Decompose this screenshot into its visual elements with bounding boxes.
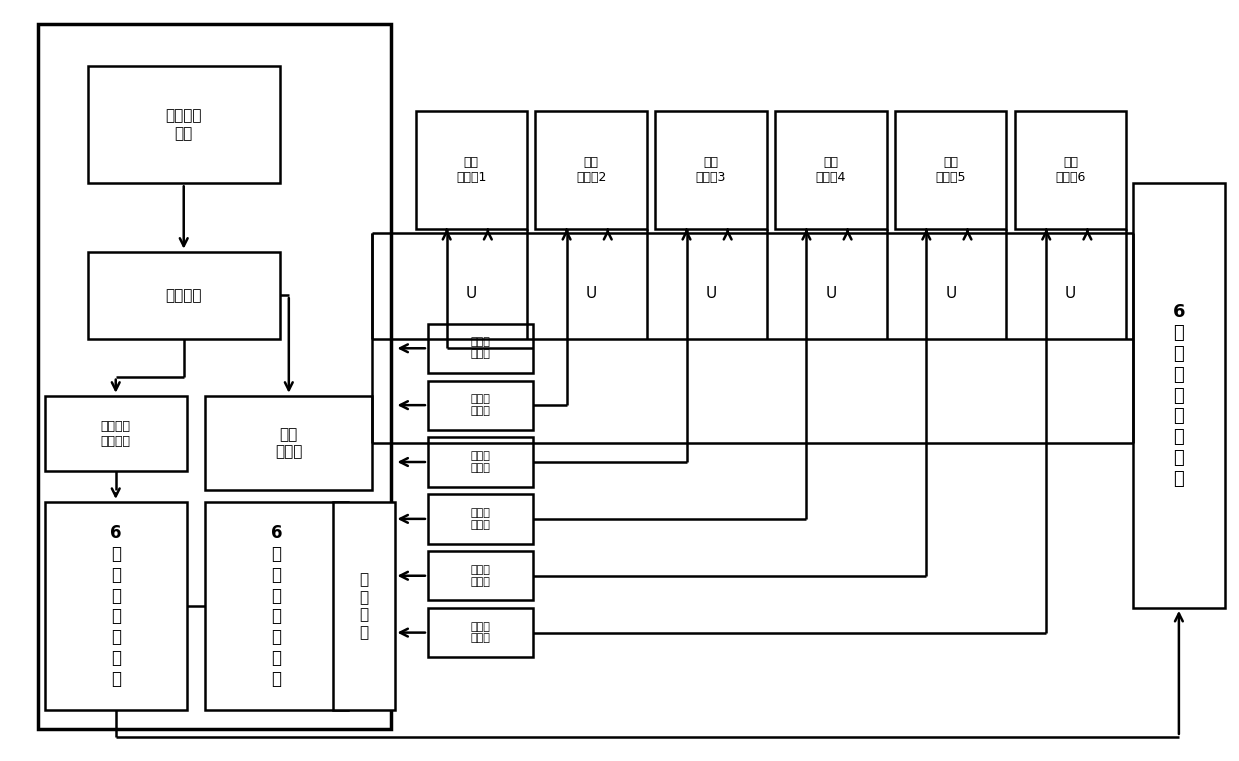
Text: 电脉冲
光脉冲: 电脉冲 光脉冲	[471, 337, 491, 359]
Text: 标准脉冲
输出接口: 标准脉冲 输出接口	[100, 419, 131, 447]
FancyBboxPatch shape	[38, 24, 390, 729]
FancyBboxPatch shape	[45, 501, 187, 710]
Text: U: U	[825, 286, 836, 301]
Text: U: U	[466, 286, 477, 301]
FancyBboxPatch shape	[427, 494, 533, 543]
Text: 电压
电流源: 电压 电流源	[275, 427, 302, 459]
Text: 被检
电能表5: 被检 电能表5	[935, 156, 966, 184]
FancyBboxPatch shape	[1015, 111, 1126, 229]
FancyBboxPatch shape	[427, 608, 533, 658]
FancyBboxPatch shape	[427, 323, 533, 373]
FancyBboxPatch shape	[427, 380, 533, 430]
Text: 电脉冲
光脉冲: 电脉冲 光脉冲	[471, 451, 491, 473]
Text: 6
路
电
能
误
差
计
算: 6 路 电 能 误 差 计 算	[110, 524, 121, 688]
Text: 被检
电能表3: 被检 电能表3	[696, 156, 726, 184]
Text: 人机对话
界面: 人机对话 界面	[166, 108, 202, 141]
Text: 被检
电能表6: 被检 电能表6	[1056, 156, 1085, 184]
Text: 输
入
接
口: 输 入 接 口	[359, 572, 368, 640]
Text: U: U	[945, 286, 957, 301]
Text: 被检
电能表4: 被检 电能表4	[815, 156, 846, 184]
FancyBboxPatch shape	[427, 551, 533, 600]
FancyBboxPatch shape	[535, 111, 647, 229]
FancyBboxPatch shape	[206, 501, 347, 710]
FancyBboxPatch shape	[427, 438, 533, 486]
FancyBboxPatch shape	[45, 396, 187, 472]
FancyBboxPatch shape	[206, 396, 372, 490]
FancyBboxPatch shape	[333, 501, 394, 710]
Text: U: U	[586, 286, 597, 301]
FancyBboxPatch shape	[896, 111, 1006, 229]
Text: 6
路
被
检
电
能
脉
冲: 6 路 被 检 电 能 脉 冲	[270, 524, 282, 688]
Text: 电脉冲
光脉冲: 电脉冲 光脉冲	[471, 394, 491, 416]
Text: 电脉冲
光脉冲: 电脉冲 光脉冲	[471, 508, 491, 530]
Text: 被检
电能表2: 被检 电能表2	[576, 156, 606, 184]
Text: U: U	[1066, 286, 1077, 301]
FancyBboxPatch shape	[88, 66, 280, 183]
Text: 电脉冲
光脉冲: 电脉冲 光脉冲	[471, 622, 491, 643]
Text: U: U	[705, 286, 716, 301]
Text: 电脉冲
光脉冲: 电脉冲 光脉冲	[471, 565, 491, 587]
Text: 6
表
位
误
差
显
示
模
块: 6 表 位 误 差 显 示 模 块	[1172, 304, 1186, 488]
FancyBboxPatch shape	[776, 111, 887, 229]
Text: 被检
电能表1: 被检 电能表1	[456, 156, 487, 184]
FancyBboxPatch shape	[415, 111, 527, 229]
FancyBboxPatch shape	[655, 111, 767, 229]
Text: 微处理器: 微处理器	[166, 288, 202, 303]
FancyBboxPatch shape	[1132, 183, 1225, 608]
FancyBboxPatch shape	[88, 252, 280, 339]
